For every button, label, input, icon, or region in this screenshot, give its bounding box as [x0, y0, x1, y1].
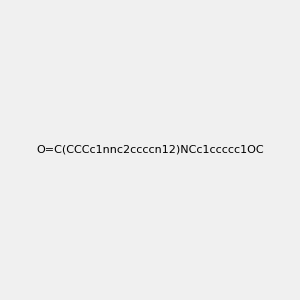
- Text: O=C(CCCc1nnc2ccccn12)NCc1ccccc1OC: O=C(CCCc1nnc2ccccn12)NCc1ccccc1OC: [36, 145, 264, 155]
